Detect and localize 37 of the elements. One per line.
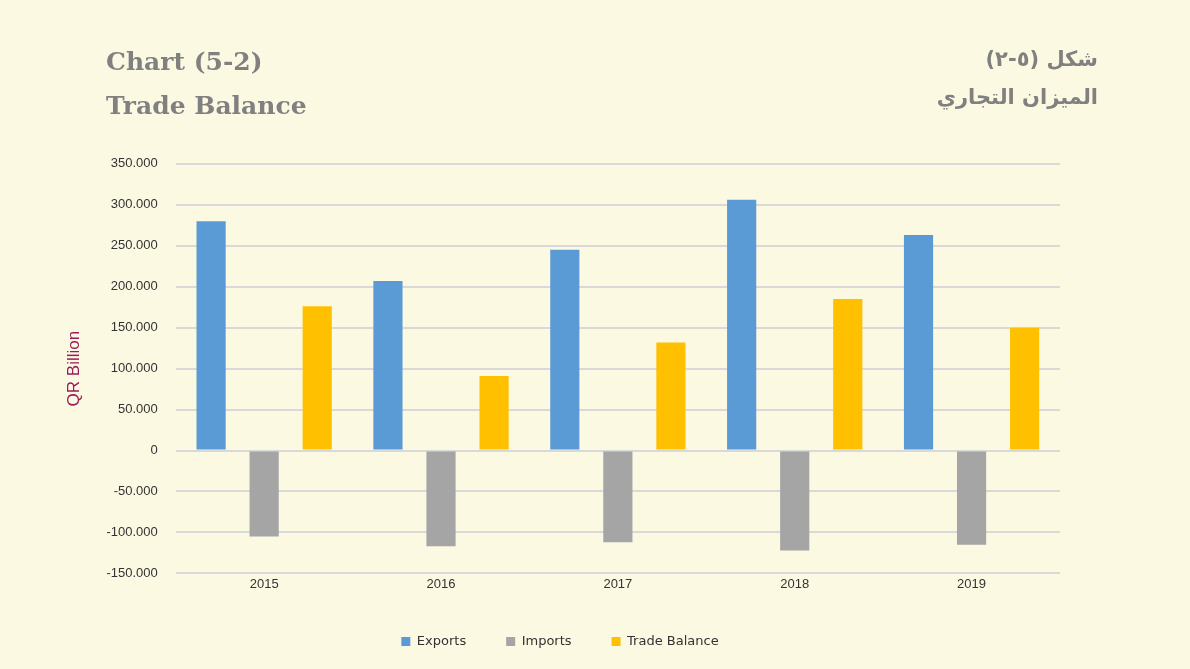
y-tick-label: 150.000 — [110, 319, 158, 335]
bar — [656, 342, 686, 450]
x-tick-label: 2019 — [957, 575, 987, 591]
y-tick-label: 0 — [150, 442, 158, 458]
y-tick-label: 50.000 — [117, 401, 158, 417]
y-tick-label: -100.000 — [106, 524, 158, 540]
bar — [833, 298, 863, 450]
x-tick-label: 2017 — [603, 575, 633, 591]
chart-title: Chart (5-2) Trade Balance — [106, 46, 307, 122]
y-tick-label: 300.000 — [110, 196, 158, 212]
bar — [903, 235, 934, 450]
x-tick-label: 2015 — [249, 575, 279, 591]
legend-label: Exports — [416, 632, 467, 648]
bar — [956, 451, 987, 545]
bar — [603, 451, 633, 543]
bar — [249, 451, 279, 537]
legend-label: Trade Balance — [626, 632, 719, 648]
chart-subtitle: شكل (٥-٢) الميزان التجاري — [936, 46, 1098, 112]
bar — [373, 280, 403, 450]
x-tick-label: 2016 — [426, 575, 456, 591]
bar — [727, 199, 757, 450]
bar — [1010, 327, 1040, 450]
y-tick-label: 350.000 — [110, 155, 158, 171]
y-tick-label: -150.000 — [106, 564, 158, 580]
bar — [550, 249, 580, 450]
y-tick-label: 100.000 — [110, 360, 158, 376]
y-tick-label: 200.000 — [110, 278, 158, 294]
bar — [302, 306, 332, 450]
y-axis-title: QR Billion — [63, 330, 83, 407]
bar — [426, 451, 456, 547]
legend-label: Imports — [521, 632, 572, 648]
bar — [479, 375, 509, 450]
bar — [196, 221, 226, 450]
y-tick-label: 250.000 — [110, 237, 158, 253]
x-tick-label: 2018 — [780, 575, 810, 591]
bar — [780, 451, 810, 551]
y-tick-label: -50.000 — [113, 483, 158, 499]
